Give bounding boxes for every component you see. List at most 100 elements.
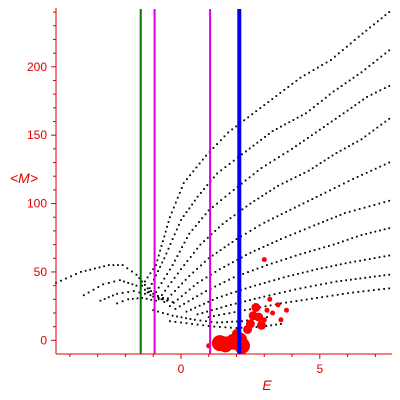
data-point <box>214 271 217 273</box>
data-point <box>194 225 197 227</box>
data-point <box>318 247 321 250</box>
data-point <box>196 282 199 284</box>
data-point <box>265 192 268 195</box>
data-point <box>324 191 327 194</box>
data-point <box>176 298 179 301</box>
data-point <box>388 11 391 13</box>
data-point <box>368 132 371 135</box>
data-point <box>224 166 227 168</box>
data-point <box>278 156 280 158</box>
data-point <box>315 196 318 198</box>
data-point <box>267 219 270 222</box>
data-point <box>341 49 344 51</box>
data-point <box>358 101 361 104</box>
data-point <box>236 320 238 323</box>
y-tick-label: 200 <box>27 60 47 74</box>
data-point <box>266 264 268 266</box>
data-point <box>369 231 372 234</box>
data-point <box>228 278 230 281</box>
data-point <box>228 192 231 195</box>
data-point <box>275 95 278 97</box>
data-point <box>313 106 315 108</box>
data-point <box>324 96 327 99</box>
data-point <box>265 164 267 167</box>
data-point <box>280 125 282 128</box>
data-point <box>295 145 297 147</box>
data-point <box>98 266 101 269</box>
data-point <box>329 189 331 192</box>
data-point <box>182 215 185 217</box>
data-point <box>268 294 271 297</box>
data-point <box>365 233 367 235</box>
data-point <box>225 220 228 222</box>
data-point <box>322 126 325 128</box>
data-point <box>207 257 210 260</box>
data-point <box>309 285 312 288</box>
data-point <box>372 289 375 291</box>
data-point <box>326 295 329 298</box>
data-point <box>315 164 318 167</box>
data-point <box>186 237 188 239</box>
data-point <box>253 249 256 252</box>
data-point <box>278 277 280 280</box>
data-point <box>341 293 344 295</box>
data-point <box>164 289 166 292</box>
data-point <box>173 276 176 279</box>
data-point <box>294 254 297 257</box>
data-point <box>366 96 368 98</box>
data-point <box>259 107 262 109</box>
data-point <box>305 112 307 115</box>
data-point <box>141 284 143 287</box>
data-point <box>155 274 157 277</box>
data-point <box>258 224 261 227</box>
data-point <box>362 98 364 101</box>
data-point <box>169 268 171 271</box>
data-point <box>376 20 379 23</box>
data-point <box>180 268 182 271</box>
data-point <box>176 272 179 275</box>
data-point <box>241 320 243 323</box>
data-point <box>136 297 139 300</box>
data-point <box>211 254 214 257</box>
data-point <box>388 227 391 230</box>
data-point <box>335 264 337 267</box>
data-point <box>330 281 333 284</box>
data-point <box>180 321 182 324</box>
data-point <box>265 325 268 327</box>
data-point <box>344 262 347 265</box>
data-point <box>318 128 321 131</box>
data-point <box>193 251 195 254</box>
data-point <box>266 244 269 246</box>
data-point <box>210 233 213 236</box>
data-point <box>304 286 307 289</box>
data-point <box>159 249 161 252</box>
data-point <box>188 288 191 291</box>
data-point <box>192 285 195 288</box>
data-point <box>364 276 367 279</box>
data-point <box>127 298 130 301</box>
data-point <box>224 195 227 198</box>
data-point <box>360 138 363 141</box>
data-point <box>364 258 366 261</box>
data-point <box>188 275 191 277</box>
data-point <box>383 288 385 290</box>
data-point <box>183 264 186 266</box>
data-point <box>253 298 256 300</box>
data-point <box>189 174 191 177</box>
data-point <box>357 291 360 293</box>
data-point <box>70 275 72 278</box>
data-point <box>232 261 234 264</box>
data-point <box>378 202 381 205</box>
data-point <box>165 252 168 255</box>
data-point <box>188 207 191 210</box>
data-point <box>339 214 342 216</box>
data-point <box>127 291 130 293</box>
data-point <box>167 221 170 223</box>
data-point <box>383 87 386 89</box>
data-point <box>325 61 328 64</box>
data-point <box>352 291 354 294</box>
data-point <box>365 171 368 174</box>
data-point <box>244 300 247 303</box>
data-point <box>336 293 339 296</box>
data-point <box>384 52 387 55</box>
